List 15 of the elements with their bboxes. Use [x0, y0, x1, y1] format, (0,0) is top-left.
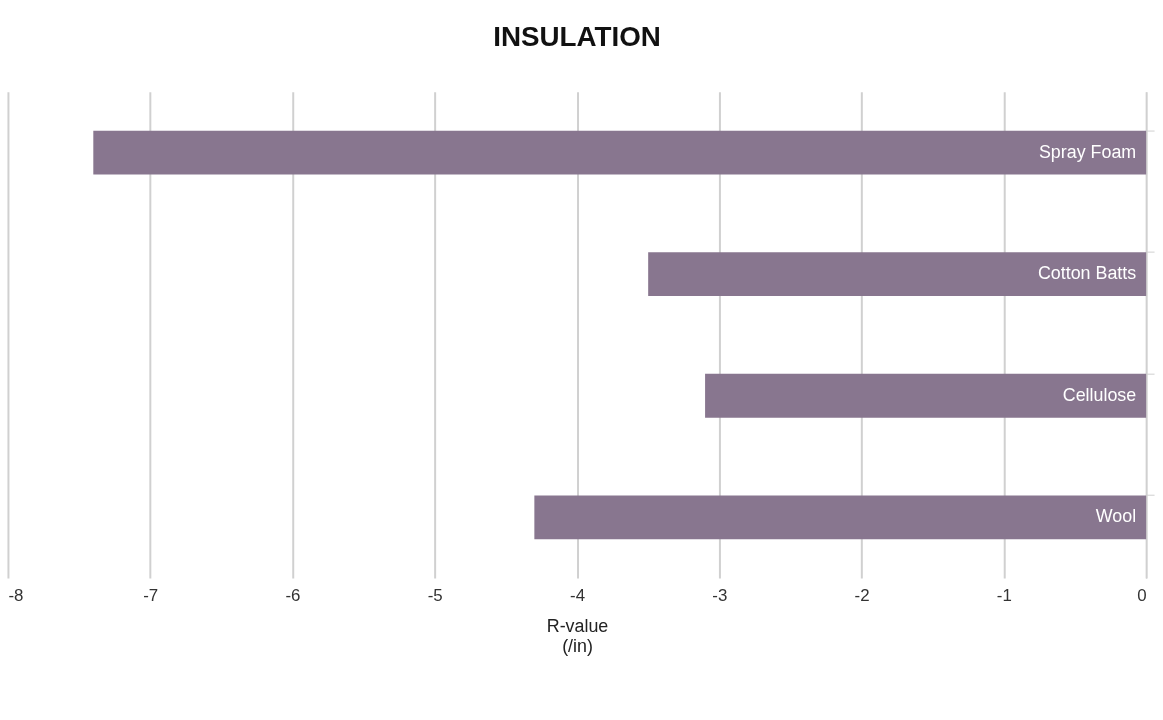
x-tick-label: -1 — [996, 586, 1012, 606]
y-tick-label: Wool — [1095, 506, 1137, 527]
y-tick-label: Cellulose — [1062, 384, 1137, 405]
x-tick-label: -6 — [285, 586, 301, 606]
x-tick-label: -5 — [427, 586, 443, 606]
x-tick-label: -8 — [8, 586, 24, 606]
y-tick-label: Cotton Batts — [1037, 263, 1137, 284]
x-tick-label: -3 — [712, 586, 728, 606]
x-tick-label: -4 — [570, 586, 586, 606]
x-tick-label: -2 — [854, 586, 870, 606]
x-axis-title: R-value (/in) — [546, 616, 609, 657]
x-tick-label: -7 — [143, 586, 159, 606]
x-tick-label: 0 — [1137, 586, 1147, 606]
chart-title: INSULATION — [493, 21, 661, 53]
y-tick-label: Spray Foam — [1038, 141, 1137, 162]
